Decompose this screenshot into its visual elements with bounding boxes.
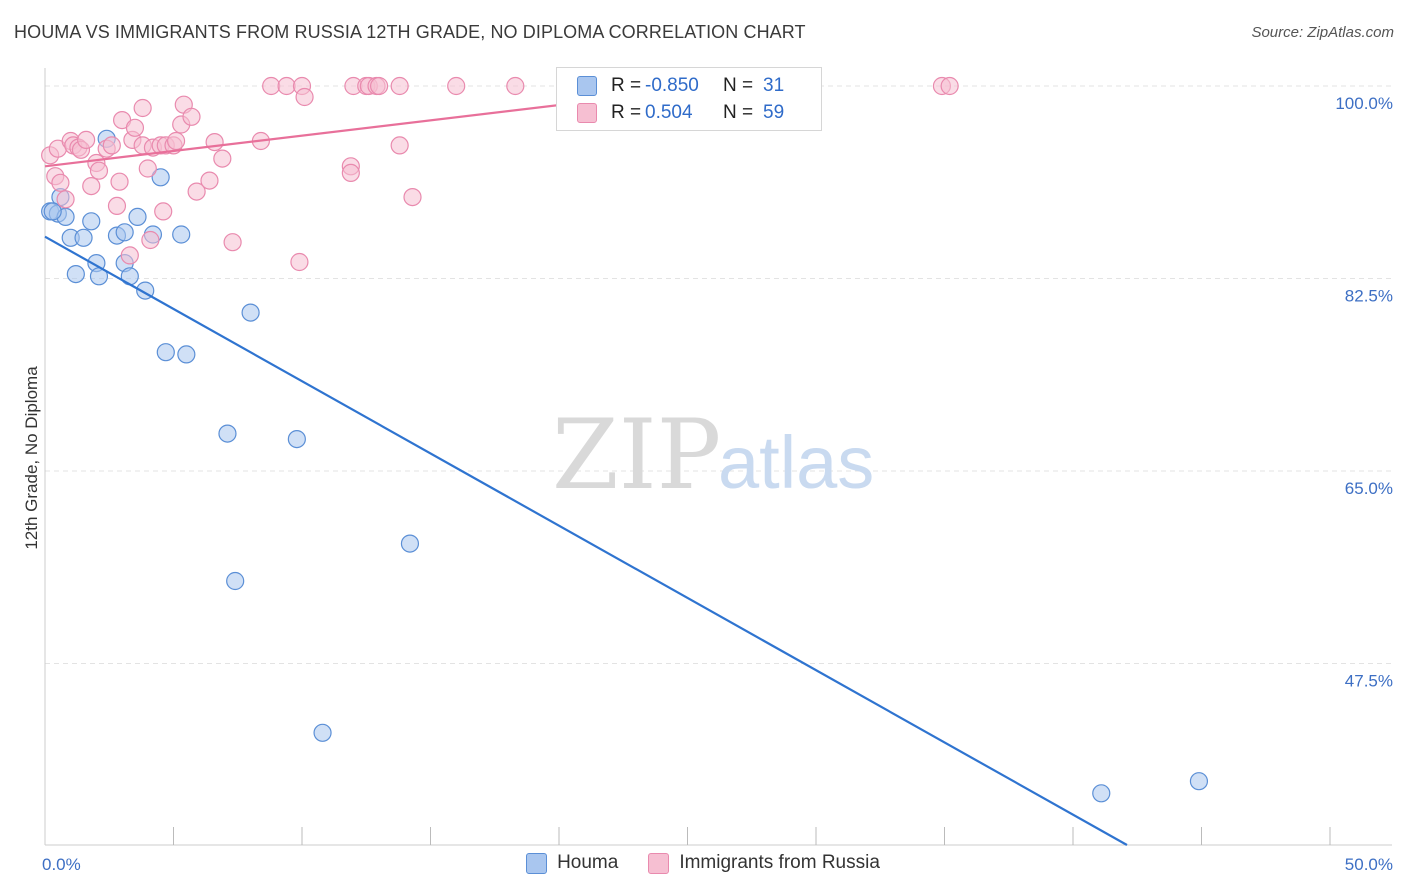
data-point-russia — [213, 149, 232, 168]
data-point-russia — [141, 230, 160, 250]
data-point-russia — [107, 196, 127, 215]
data-point-russia — [290, 252, 309, 272]
y-tick-label: 82.5% — [1345, 287, 1393, 306]
data-point-houma — [177, 345, 196, 364]
source-credit: Source: ZipAtlas.com — [1251, 24, 1394, 41]
data-point-russia — [390, 76, 409, 96]
data-point-russia — [390, 136, 409, 155]
data-point-houma — [287, 430, 306, 449]
legend-r-value: -0.850 — [645, 75, 699, 96]
legend-n-value: 59 — [763, 102, 785, 123]
series-label-russia: Immigrants from Russia — [679, 852, 880, 873]
legend-r-label: R = — [611, 102, 642, 123]
y-tick-label: 47.5% — [1345, 672, 1393, 691]
data-point-houma — [1092, 784, 1111, 803]
data-point-houma — [172, 225, 191, 244]
data-point-houma — [74, 228, 93, 247]
legend-r-value: 0.504 — [645, 102, 693, 123]
data-point-russia — [940, 76, 959, 96]
data-point-russia — [138, 159, 157, 178]
data-point-russia — [506, 76, 525, 96]
data-point-russia — [277, 76, 296, 96]
data-point-houma — [218, 424, 237, 443]
data-point-houma — [66, 265, 85, 284]
data-point-houma — [1189, 772, 1209, 791]
data-point-russia — [182, 107, 201, 126]
data-point-russia — [120, 246, 139, 265]
tick-labels: 100.0% 82.5% 65.0% 47.5% 0.0% 50.0% — [42, 94, 1393, 874]
data-point-russia — [187, 182, 206, 201]
watermark-zip: ZIP — [552, 399, 721, 511]
data-point-russia — [56, 190, 75, 209]
legend-row-russia: R = 0.504 N = 59 — [577, 100, 784, 126]
legend-r-label: R = — [611, 75, 642, 96]
data-point-russia — [51, 173, 70, 192]
series-label-houma: Houma — [557, 852, 619, 873]
legend: R = -0.850 N = 31 R = 0.504 N = 59 — [556, 67, 822, 131]
grid-lines — [45, 85, 1392, 664]
data-point-russia — [133, 98, 152, 118]
series-legend-houma: Houma — [526, 852, 618, 874]
data-point-russia — [166, 131, 186, 151]
data-points — [41, 76, 1209, 803]
data-point-russia — [154, 202, 173, 221]
data-point-russia — [223, 233, 242, 252]
y-axis-title: 12th Grade, No Diploma — [22, 366, 41, 550]
data-point-houma — [226, 571, 245, 591]
x-tick-label: 50.0% — [1345, 855, 1393, 874]
legend-n-label: N = — [723, 75, 754, 96]
data-point-houma — [128, 207, 147, 226]
data-point-houma — [156, 343, 175, 362]
data-point-houma — [82, 212, 101, 231]
chart-title: HOUMA VS IMMIGRANTS FROM RUSSIA 12TH GRA… — [14, 22, 806, 42]
watermark: ZIP atlas — [552, 399, 874, 511]
trend-line-houma — [44, 235, 1128, 846]
watermark-atlas: atlas — [718, 421, 874, 504]
series-legend: Houma Immigrants from Russia — [0, 852, 1406, 874]
legend-row-houma: R = -0.850 N = 31 — [577, 73, 784, 99]
data-point-russia — [82, 177, 101, 196]
data-point-russia — [205, 133, 224, 152]
data-point-russia — [403, 188, 422, 207]
data-point-houma — [43, 202, 62, 221]
axes — [44, 68, 1392, 846]
data-point-houma — [115, 223, 134, 242]
data-point-russia — [89, 161, 109, 180]
data-point-russia — [110, 172, 129, 191]
y-tick-label: 100.0% — [1335, 94, 1393, 113]
data-point-houma — [241, 303, 260, 322]
data-point-russia — [125, 118, 145, 137]
data-point-russia — [200, 171, 219, 190]
legend-n-value: 31 — [763, 75, 785, 96]
data-point-houma — [151, 168, 170, 187]
data-point-houma — [400, 534, 420, 553]
series-swatch-russia — [648, 852, 670, 874]
data-point-russia — [295, 87, 314, 107]
data-point-russia — [262, 76, 281, 96]
legend-swatch-russia — [577, 103, 597, 123]
series-swatch-houma — [526, 852, 548, 874]
data-point-russia — [77, 130, 96, 149]
data-point-russia — [102, 136, 121, 155]
series-legend-russia: Immigrants from Russia — [648, 852, 880, 874]
x-tick-label: 0.0% — [42, 855, 81, 874]
y-tick-label: 65.0% — [1345, 479, 1393, 498]
data-point-russia — [341, 163, 360, 182]
data-point-russia — [447, 76, 466, 96]
legend-n-label: N = — [723, 102, 754, 123]
data-point-russia — [370, 76, 389, 96]
legend-swatch-houma — [577, 76, 597, 96]
data-point-houma — [313, 723, 332, 742]
